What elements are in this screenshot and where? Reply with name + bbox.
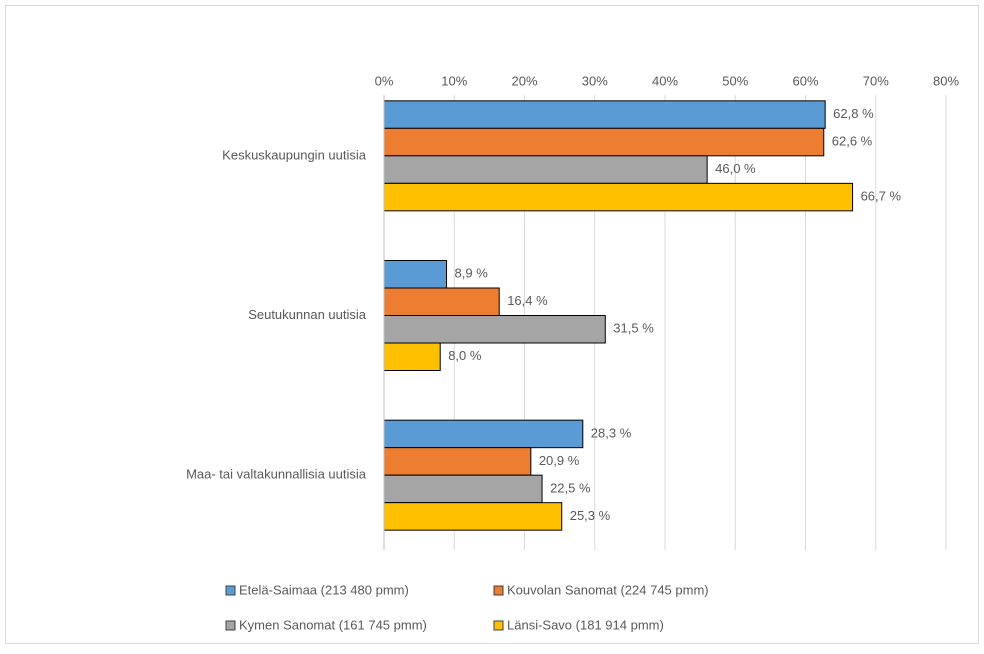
bar (383, 127, 825, 157)
bar (383, 155, 708, 184)
x-tick-label: 50% (722, 73, 748, 88)
x-tick-label: 20% (511, 73, 537, 88)
data-label: 62,6 % (832, 134, 873, 149)
legend-label: Kymen Sanomat (161 745 pmm) (239, 617, 427, 632)
bar (383, 287, 500, 316)
bar (383, 100, 826, 129)
x-tick-label: 60% (792, 73, 818, 88)
bar (383, 502, 563, 531)
bar (383, 182, 854, 212)
data-label: 28,3 % (591, 425, 632, 440)
x-tick-label: 0% (375, 73, 394, 88)
x-tick-label: 30% (582, 73, 608, 88)
data-label: 16,4 % (507, 293, 548, 308)
data-label: 46,0 % (715, 161, 756, 176)
legend-label: Kouvolan Sanomat (224 745 pmm) (507, 582, 709, 597)
category-label: Seutukunnan uutisia (248, 307, 367, 322)
bar (383, 315, 606, 344)
category-label: Maa- tai valtakunnallisia uutisia (186, 467, 367, 482)
data-label: 8,0 % (448, 348, 482, 363)
legend-swatch (493, 620, 504, 631)
data-label: 66,7 % (861, 189, 902, 204)
x-tick-label: 80% (933, 73, 959, 88)
x-tick-label: 10% (441, 73, 467, 88)
legend-swatch (225, 620, 236, 631)
x-tick-label: 70% (863, 73, 889, 88)
bar (383, 260, 448, 289)
bar (383, 419, 584, 449)
legend-swatch (225, 585, 236, 596)
data-label: 22,5 % (550, 480, 591, 495)
bar (383, 447, 532, 476)
legend-label: Länsi-Savo (181 914 pmm) (507, 617, 664, 632)
legend-label: Etelä-Saimaa (213 480 pmm) (239, 582, 409, 597)
legend-swatch (493, 585, 504, 596)
category-label: Keskuskaupungin uutisia (222, 147, 367, 162)
data-label: 62,8 % (833, 106, 874, 121)
data-label: 25,3 % (570, 508, 611, 523)
data-label: 8,9 % (455, 266, 489, 281)
data-label: 20,9 % (539, 453, 580, 468)
bar (383, 474, 543, 504)
bar (383, 342, 441, 371)
x-tick-label: 40% (652, 73, 678, 88)
data-label: 31,5 % (613, 321, 654, 336)
